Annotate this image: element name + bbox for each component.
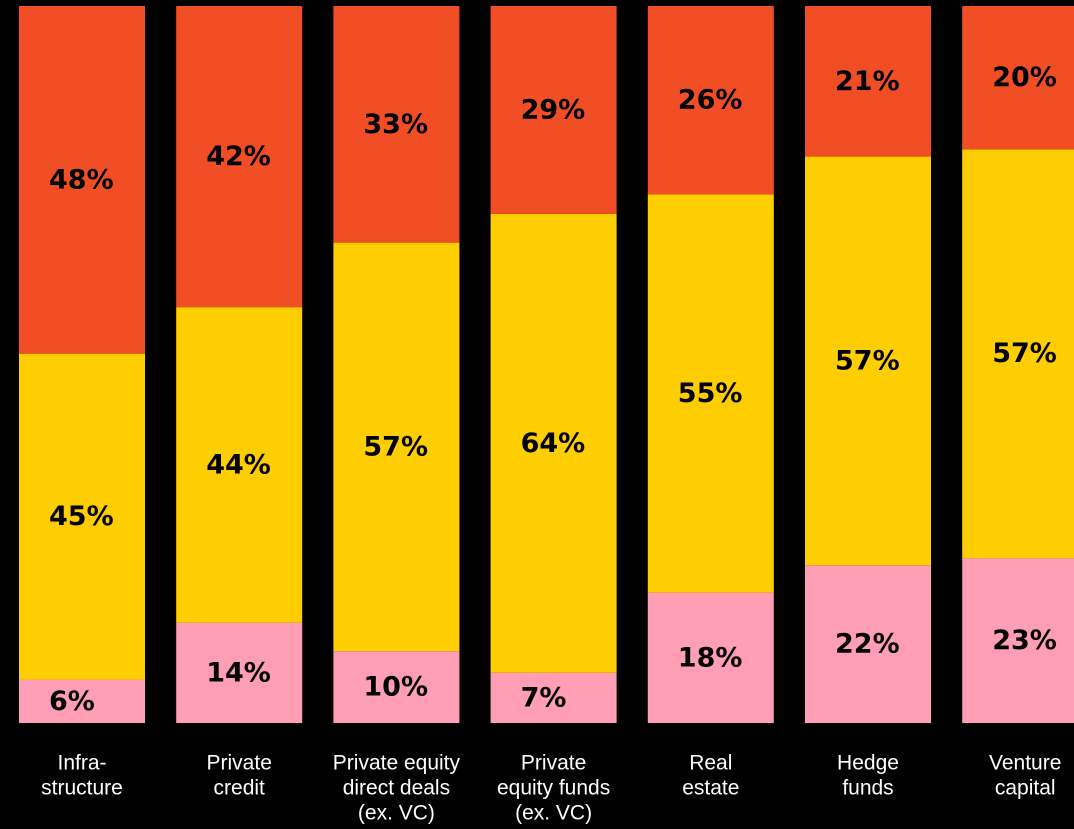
bar-segment	[19, 353, 145, 680]
bar-segment	[490, 672, 617, 723]
segment-value-label: 45%	[49, 501, 114, 532]
bar-segment	[805, 565, 931, 723]
segment-value-label: 22%	[835, 629, 900, 660]
bar-segment	[176, 622, 303, 723]
segment-value-label: 48%	[49, 164, 114, 195]
bar-segment	[962, 558, 1074, 723]
segment-value-label: 18%	[678, 642, 743, 673]
category-label: Real	[689, 752, 732, 775]
segment-value-label: 57%	[363, 431, 428, 462]
bar-segment	[333, 6, 460, 243]
category-label: Private equity	[333, 752, 461, 775]
category-label: (ex. VC)	[515, 802, 592, 825]
category-label: equity funds	[497, 777, 610, 800]
category-label: funds	[842, 777, 893, 800]
category-label: capital	[995, 777, 1056, 800]
segment-value-label: 42%	[206, 141, 271, 172]
category-label: estate	[682, 777, 739, 800]
bar-segment	[19, 679, 145, 723]
bar-segment	[490, 6, 617, 214]
segment-value-label: 10%	[363, 672, 428, 703]
bar-segment	[176, 6, 303, 308]
category-label: Infra-	[57, 752, 106, 775]
bar-segment	[333, 651, 460, 723]
category-label: Hedge	[837, 752, 899, 775]
bar-segment	[333, 242, 460, 652]
segment-value-label: 29%	[521, 94, 586, 125]
bar-segment	[19, 6, 145, 354]
segment-value-label: 64%	[521, 428, 586, 459]
bar-segment	[490, 213, 617, 673]
segment-value-label: 14%	[206, 657, 271, 688]
segment-value-label: 57%	[992, 338, 1057, 369]
category-label: direct deals	[343, 777, 450, 800]
category-label: Private	[521, 752, 586, 775]
bar-segment	[176, 307, 303, 623]
segment-value-label: 44%	[206, 449, 271, 480]
segment-value-label: 33%	[363, 109, 428, 140]
category-label: structure	[41, 777, 123, 800]
segment-value-label: 20%	[992, 62, 1057, 93]
category-label: (ex. VC)	[358, 802, 435, 825]
bar-segment	[805, 156, 931, 566]
segment-value-label: 21%	[835, 66, 900, 97]
bar-segment	[962, 149, 1074, 559]
category-label: Private	[207, 752, 272, 775]
segment-value-label: 55%	[678, 378, 743, 409]
bar-segment	[647, 194, 774, 593]
segment-value-label: 23%	[992, 625, 1057, 656]
bar-segment	[647, 6, 774, 195]
segment-value-label: 7%	[521, 682, 567, 713]
segment-value-label: 6%	[49, 686, 95, 717]
bar-segment	[962, 6, 1074, 150]
category-label: Venture	[989, 752, 1061, 775]
bar-segment	[805, 6, 931, 157]
segment-value-label: 26%	[678, 85, 743, 116]
segment-value-label: 57%	[835, 345, 900, 376]
category-label: credit	[214, 777, 266, 800]
bar-segment	[647, 592, 774, 723]
